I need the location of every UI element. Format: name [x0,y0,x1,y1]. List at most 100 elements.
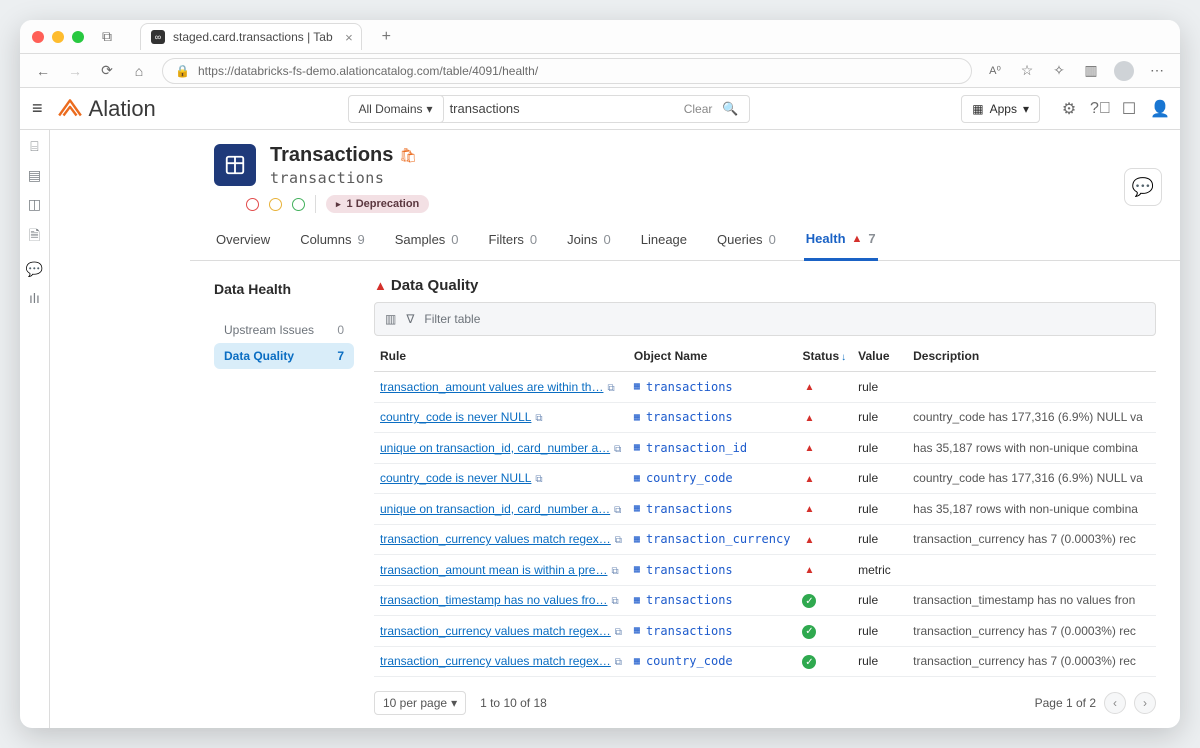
columns-icon[interactable]: ▥ [385,312,396,326]
rule-link[interactable]: unique on transaction_id, card_number a… [380,441,610,455]
window-controls[interactable] [32,31,84,43]
health-sidenav-item[interactable]: Data Quality7 [214,343,354,369]
value-cell: rule [852,585,907,616]
apps-button[interactable]: ▦ Apps ▾ [961,95,1040,123]
tab-filters[interactable]: Filters0 [487,231,540,260]
health-sidenav-item[interactable]: Upstream Issues0 [214,317,354,343]
external-link-icon[interactable]: ⧉ [614,505,621,516]
sidebar-toggle-icon[interactable]: ⧉ [98,28,116,45]
rule-link[interactable]: transaction_currency values match regex… [380,654,611,668]
address-bar[interactable]: 🔒 https://databricks-fs-demo.alationcata… [162,58,972,84]
object-link[interactable]: ▦transactions [634,624,791,638]
external-link-icon[interactable]: ⧉ [615,627,622,638]
object-link[interactable]: ▦country_code [634,654,791,668]
tab-health[interactable]: Health▲7 [804,231,878,261]
external-link-icon[interactable]: ⧉ [615,657,622,668]
text-size-icon[interactable]: A⁰ [986,64,1004,77]
rail-article-icon[interactable]: 🗎 [29,225,40,249]
warning-icon: ▲ [374,278,387,293]
profile-avatar[interactable] [1114,61,1134,81]
window-close[interactable] [32,31,44,43]
tab-samples[interactable]: Samples0 [393,231,461,260]
object-link[interactable]: ▦transactions [634,502,791,516]
chat-icon[interactable]: 💬 [1124,168,1162,206]
filter-placeholder[interactable]: Filter table [424,312,480,326]
flag-warn-icon[interactable] [269,198,282,211]
tab-lineage[interactable]: Lineage [639,231,689,260]
tab-overview[interactable]: Overview [214,231,272,260]
window-zoom[interactable] [72,31,84,43]
rail-catalog-icon[interactable]: ◫ [28,196,41,213]
settings-icon[interactable]: ⚙ [1060,99,1078,119]
search-box[interactable]: transactions Clear 🔍 [440,95,750,123]
flag-deprecate-icon[interactable] [246,198,259,211]
external-link-icon[interactable]: ⧉ [611,596,618,607]
page-next[interactable]: › [1134,692,1156,714]
external-link-icon[interactable]: ⧉ [607,383,614,394]
extensions-icon[interactable]: ✧ [1050,62,1068,79]
table-row: unique on transaction_id, card_number a…… [374,494,1156,525]
shopping-icon[interactable]: 🛍 [399,147,417,164]
more-icon[interactable]: ⋯ [1148,62,1166,79]
rule-link[interactable]: transaction_amount mean is within a pre… [380,563,607,577]
search-value: transactions [450,101,520,116]
col-desc[interactable]: Description [907,341,1156,372]
forward-button: → [66,63,84,79]
window-minimize[interactable] [52,31,64,43]
external-link-icon[interactable]: ⧉ [611,566,618,577]
col-object[interactable]: Object Name [628,341,797,372]
rule-link[interactable]: transaction_currency values match regex… [380,624,611,638]
rule-link[interactable]: transaction_amount values are within th… [380,380,603,394]
home-button[interactable]: ⌂ [130,63,148,79]
browser-tab[interactable]: ∞ staged.card.transactions | Tab × [140,23,362,50]
nav-menu-icon[interactable]: ≡ [32,98,43,119]
rule-link[interactable]: transaction_currency values match regex… [380,532,611,546]
domain-selector[interactable]: All Domains▾ [348,95,444,123]
object-link[interactable]: ▦transactions [634,563,791,577]
col-rule[interactable]: Rule [374,341,628,372]
value-cell: rule [852,524,907,555]
status-alert-icon: ▲ [802,533,816,547]
filter-icon[interactable]: ∇ [406,312,414,326]
rail-sources-icon[interactable]: ▤ [28,167,41,184]
object-link[interactable]: ▦transaction_id [634,441,791,455]
flag-endorse-icon[interactable] [292,198,305,211]
new-tab-button[interactable]: + [382,28,391,46]
help-icon[interactable]: ?⃝ [1090,100,1108,118]
object-link[interactable]: ▦country_code [634,471,791,485]
object-link[interactable]: ▦transaction_currency [634,532,791,546]
rail-conversation-icon[interactable]: 💬 [26,261,43,278]
rule-link[interactable]: transaction_timestamp has no values fro… [380,593,607,607]
search-icon[interactable]: 🔍 [722,101,738,117]
search-clear[interactable]: Clear [684,102,713,116]
inbox-icon[interactable]: ☐ [1120,99,1138,119]
profile-icon[interactable]: 👤 [1150,99,1168,119]
tab-joins[interactable]: Joins0 [565,231,613,260]
rule-link[interactable]: country_code is never NULL [380,471,531,485]
external-link-icon[interactable]: ⧉ [535,474,542,485]
reload-button[interactable]: ⟳ [98,62,116,79]
col-status[interactable]: Status↓ [796,341,852,372]
rail-data-icon[interactable]: ⌸ [30,138,38,155]
rule-link[interactable]: unique on transaction_id, card_number a… [380,502,610,516]
tab-queries[interactable]: Queries0 [715,231,778,260]
external-link-icon[interactable]: ⧉ [535,413,542,424]
table-toolbar: ▥ ∇ Filter table [374,302,1156,336]
external-link-icon[interactable]: ⧉ [615,535,622,546]
per-page-select[interactable]: 10 per page▾ [374,691,466,715]
tab-close-icon[interactable]: × [345,30,353,45]
rule-link[interactable]: country_code is never NULL [380,410,531,424]
external-link-icon[interactable]: ⧉ [614,444,621,455]
col-value[interactable]: Value [852,341,907,372]
object-link[interactable]: ▦transactions [634,410,791,424]
alation-logo[interactable]: Alation [57,96,156,122]
object-link[interactable]: ▦transactions [634,380,791,394]
back-button[interactable]: ← [34,63,52,79]
rail-analytics-icon[interactable]: ılı [29,290,40,306]
favorite-icon[interactable]: ☆ [1018,62,1036,79]
page-prev[interactable]: ‹ [1104,692,1126,714]
deprecation-badge[interactable]: 1 Deprecation [326,195,429,213]
collections-icon[interactable]: ▥ [1082,62,1100,79]
tab-columns[interactable]: Columns9 [298,231,367,260]
object-link[interactable]: ▦transactions [634,593,791,607]
